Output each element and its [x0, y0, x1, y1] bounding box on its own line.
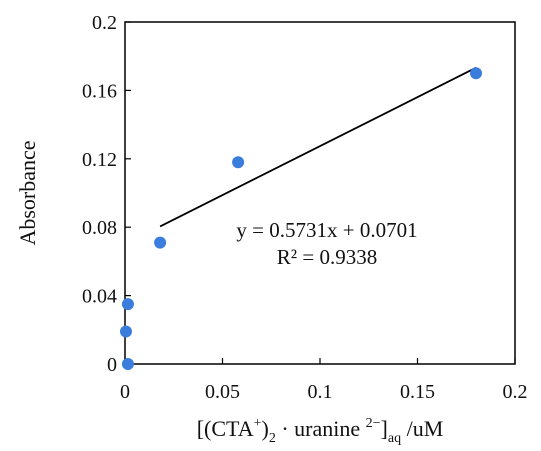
x-title-unit: /uM [401, 416, 443, 441]
data-point [121, 358, 134, 370]
trendline-equation: y = 0.5731x + 0.0701 [236, 218, 417, 242]
x-title-sub1: 2 [269, 431, 276, 446]
data-point [119, 325, 132, 338]
data-point [232, 156, 245, 169]
x-axis-ticks: 0 0.05 0.1 0.15 0.2 [120, 358, 528, 403]
plot-frame [124, 21, 516, 365]
y-tick-label: 0.04 [82, 286, 117, 308]
x-title-mid: · uranine [276, 416, 366, 441]
data-point [121, 298, 134, 311]
y-axis-title: Absorbance [15, 140, 40, 245]
x-axis-title: [(CTA+)2 · uranine 2−]aq /uM [197, 416, 444, 446]
data-points [119, 67, 482, 370]
y-axis-ticks: 0 0.04 0.08 0.12 0.16 0.2 [82, 12, 131, 376]
x-title-bracket: ] [381, 416, 388, 441]
y-tick-label: 0.08 [82, 217, 117, 239]
y-tick-label: 0 [107, 354, 117, 376]
x-tick-label: 0.2 [503, 381, 528, 403]
x-title-sub2: aq [388, 431, 401, 446]
y-tick-label: 0.2 [92, 12, 117, 34]
trendline-group [159, 66, 477, 228]
x-tick-label: 0.15 [400, 381, 435, 403]
trendline-r2: R² = 0.9338 [277, 245, 377, 269]
data-point [154, 236, 167, 249]
x-title-close: ) [262, 416, 269, 441]
trendline [159, 66, 477, 228]
y-tick-label: 0.12 [82, 149, 117, 171]
x-title-sup1: + [254, 416, 262, 431]
x-title-sup2: 2− [366, 416, 381, 431]
x-tick-label: 0.05 [205, 381, 240, 403]
data-point [470, 67, 482, 80]
x-tick-label: 0 [120, 381, 130, 403]
x-tick-label: 0.1 [308, 381, 333, 403]
x-title-open: [(CTA [197, 416, 254, 441]
y-tick-label: 0.16 [82, 80, 117, 102]
